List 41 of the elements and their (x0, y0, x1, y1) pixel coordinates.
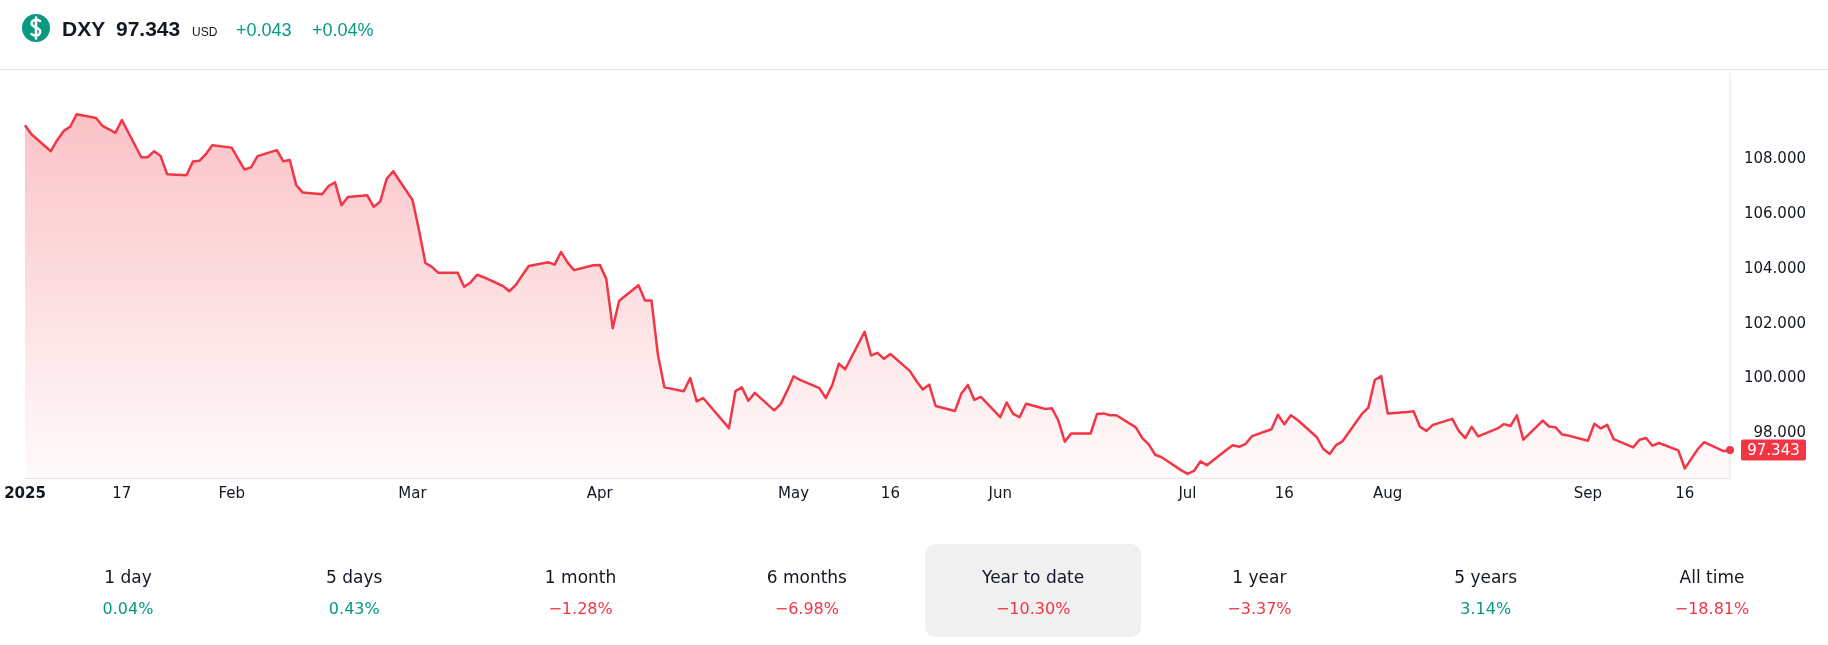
text: −1.28% (548, 599, 613, 618)
category-label: All time (1679, 567, 1745, 587)
category-label: 1 month (544, 567, 617, 587)
x-tick-label: Aug (1373, 484, 1403, 502)
x-tick-label: Sep (1573, 484, 1603, 502)
text: 0.04% (102, 599, 154, 618)
x-tick-label: Jul (1177, 484, 1197, 502)
x-tick-label: May (778, 484, 810, 502)
text: −3.37% (1227, 599, 1292, 618)
text: −18.81% (1674, 599, 1750, 618)
category-label: 5 days (326, 567, 383, 587)
category-label: Year to date (981, 567, 1085, 587)
text: −10.30% (995, 599, 1071, 618)
category-label: 1 day (104, 567, 152, 587)
chart-title: DXY (62, 17, 106, 40)
y-tick-label: 102.000 (1743, 313, 1806, 332)
text: −6.98% (774, 599, 839, 618)
category-label: 5 years (1454, 567, 1518, 587)
y-tick-label: 98.000 (1753, 423, 1806, 442)
y-tick-label: 106.000 (1743, 204, 1806, 223)
x-tick-label: 16 (1675, 484, 1695, 502)
category-label: 6 months (766, 567, 848, 587)
x-tick-label: Mar (398, 484, 428, 502)
x-tick-label: 16 (880, 484, 900, 502)
y-tick-label: 108.000 (1743, 149, 1806, 168)
x-tick-label: Feb (218, 484, 245, 502)
y-tick-label: 100.000 (1743, 368, 1806, 387)
text: +0.043 (236, 20, 292, 40)
text: 0.43% (328, 599, 380, 618)
text: USD (192, 25, 218, 39)
x-tick-label: 16 (1274, 484, 1294, 502)
annotation: 97.343 (1747, 441, 1800, 460)
y-tick-label: 104.000 (1743, 258, 1806, 277)
x-tick-label: 17 (112, 484, 132, 502)
text: 97.343 (116, 17, 181, 40)
category-label: 1 year (1232, 567, 1287, 587)
x-tick-label: Apr (586, 484, 614, 502)
text: 3.14% (1460, 599, 1512, 618)
text: +0.04% (312, 20, 374, 40)
x-tick-label: 2025 (4, 484, 46, 502)
x-tick-label: Jun (987, 484, 1012, 502)
